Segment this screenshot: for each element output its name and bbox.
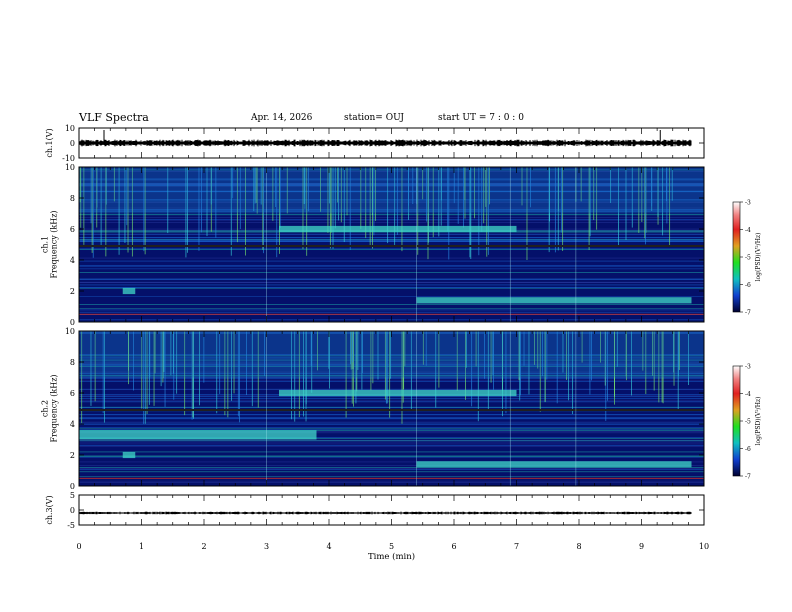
ch2-spectrogram-ytick-label: 8 [70, 358, 75, 367]
xtick-label: 6 [451, 542, 456, 551]
ch1-spectrogram-ytick-label: 2 [70, 287, 75, 296]
ch2-spectrogram-ylabel: ch.2 [41, 400, 50, 417]
xtick-label: 5 [389, 542, 394, 551]
ch2-spectrogram-colorbar [732, 365, 741, 477]
xtick-label: 3 [264, 542, 269, 551]
xtick-label: 8 [576, 542, 581, 551]
ch3-waveform-ylabel: ch.3(V) [45, 495, 54, 524]
ch2-spectrogram-colorbar-tick-label: -5 [745, 419, 751, 426]
station-label: station= OUJ [344, 113, 405, 123]
ch2-spectrogram-ytick-label: 2 [70, 451, 75, 460]
ch1-spectrogram-colorbar-tick-label: -4 [745, 227, 751, 234]
ch2-spectrogram-upper-noise [79, 331, 704, 378]
ch1-spectrogram-colorbar-tick-label: -7 [745, 310, 751, 317]
ch2-spectrogram-colorbar-tick-label: -4 [745, 391, 751, 398]
ch1-waveform-ytick-label: -10 [62, 154, 75, 163]
ch1-spectrogram-feature [122, 287, 136, 295]
ch2-spectrogram-colorbar-tick-label: -6 [745, 446, 751, 453]
ch2-spectrogram-ytick-label: 0 [70, 482, 75, 491]
start-time-label: start UT = 7 : 0 : 0 [438, 113, 524, 123]
ch1-spectrogram-ylabel: Frequency (kHz) [50, 210, 59, 278]
xtick-label: 10 [699, 542, 709, 551]
date-label: Apr. 14, 2026 [251, 113, 313, 123]
ch2-spectrogram-feature [416, 461, 692, 468]
ch3-waveform-ytick-label: 0 [70, 506, 75, 515]
ch1-spectrogram-colorbar [732, 201, 741, 313]
ch2-spectrogram-colorbar-label: log(PSD)(V²/Hz) [755, 397, 762, 446]
ch1-spectrogram-ylabel: ch.1 [41, 236, 50, 253]
ch1-spectrogram-feature [416, 297, 692, 304]
ch3-waveform-ytick-label: 5 [70, 491, 75, 500]
chart-title: VLF Spectra [79, 111, 149, 124]
ch1-spectrogram-colorbar-tick-label: -3 [745, 200, 751, 207]
xtick-label: 7 [514, 542, 519, 551]
ch3-waveform-ytick-label: -5 [67, 521, 75, 530]
xtick-label: 2 [201, 542, 206, 551]
ch2-spectrogram-feature [122, 451, 136, 459]
ch2-spectrogram-colorbar-tick-label: -7 [745, 474, 751, 481]
ch1-spectrogram-ytick-label: 0 [70, 318, 75, 327]
xtick-label: 9 [639, 542, 644, 551]
ch1-spectrogram-colorbar-tick-label: -6 [745, 282, 751, 289]
ch2-spectrogram-background [79, 331, 704, 486]
ch1-spectrogram-colorbar-tick-label: -5 [745, 255, 751, 262]
ch2-spectrogram-ytick-label: 6 [70, 389, 75, 398]
xtick-label: 0 [76, 542, 81, 551]
xaxis-label: Time (min) [368, 551, 415, 562]
ch1-spectrogram-ytick-label: 4 [70, 256, 75, 265]
ch3-waveform-trace [78, 511, 692, 515]
ch1-spectrogram-ytick-label: 6 [70, 225, 75, 234]
ch1-waveform-ytick-label: 10 [65, 124, 75, 133]
ch2-spectrogram-ylabel: Frequency (kHz) [50, 374, 59, 442]
ch1-spectrogram-ytick-label: 10 [65, 163, 75, 172]
ch1-spectrogram-background [79, 167, 704, 322]
ch2-spectrogram-feature [279, 389, 517, 397]
ch2-spectrogram-colorbar-tick-label: -3 [745, 364, 751, 371]
ch1-spectrogram-feature [279, 225, 517, 233]
ch1-spectrogram-colorbar-label: log(PSD)(V²/Hz) [755, 233, 762, 282]
ch2-spectrogram-ytick-label: 10 [65, 327, 75, 336]
xtick-label: 1 [139, 542, 144, 551]
ch2-spectrogram-ytick-label: 4 [70, 420, 75, 429]
ch2-spectrogram-feature [79, 430, 317, 440]
ch1-waveform-ylabel: ch.1(V) [45, 128, 54, 157]
ch1-spectrogram-upper-noise [79, 167, 704, 214]
ch1-waveform-ytick-label: 0 [70, 139, 75, 148]
ch1-spectrogram-ytick-label: 8 [70, 194, 75, 203]
xtick-label: 4 [326, 542, 331, 551]
